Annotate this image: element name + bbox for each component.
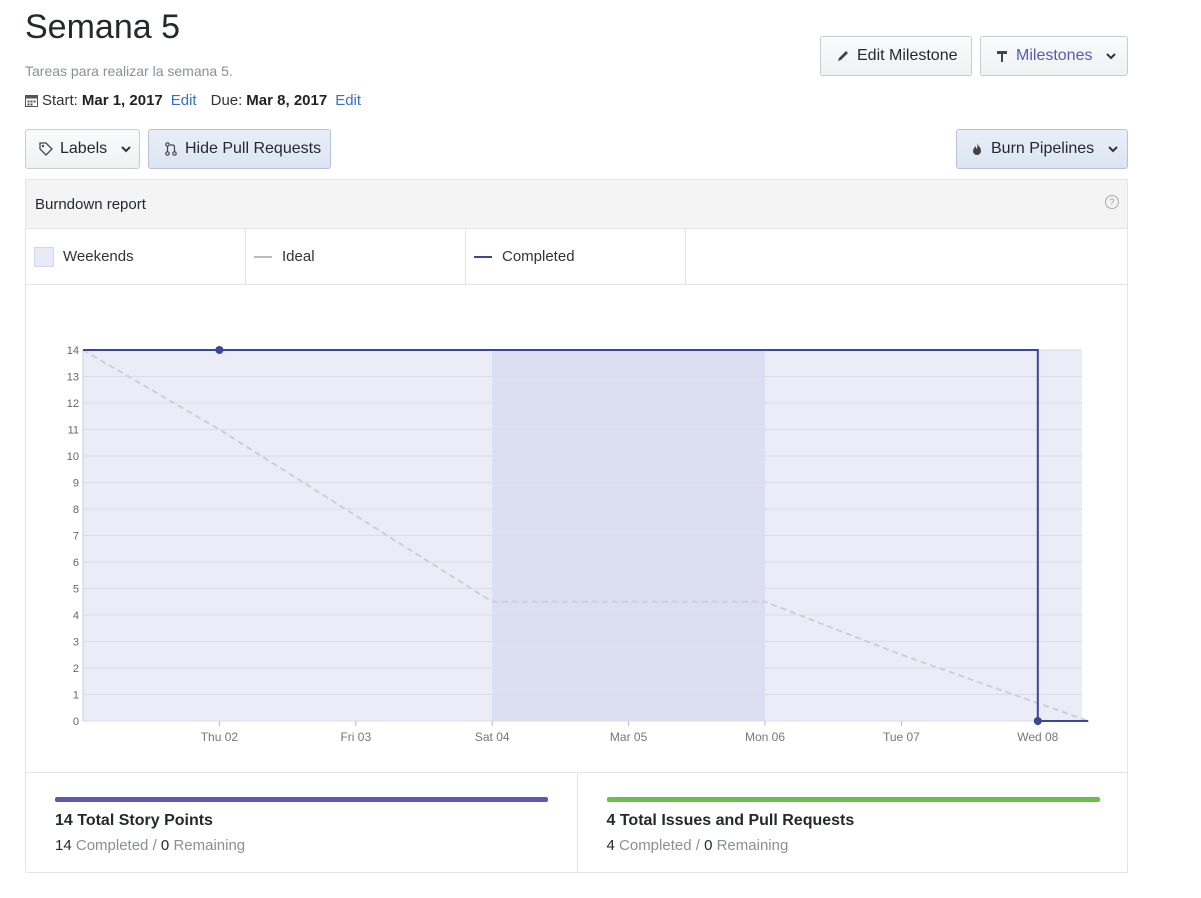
story-points-remaining: 0 — [160, 837, 170, 854]
start-label: Start: — [42, 92, 78, 109]
x-tick-label: Tue 07 — [883, 730, 920, 744]
issues-summary: 4 Completed / 0 Remaining — [607, 837, 789, 854]
calendar-icon — [25, 95, 38, 107]
milestones-dropdown[interactable]: Milestones — [980, 36, 1128, 76]
legend-weekends[interactable]: Weekends — [26, 229, 246, 284]
hide-pull-requests-label: Hide Pull Requests — [185, 140, 322, 157]
x-tick-label: Wed 08 — [1017, 730, 1058, 744]
pencil-icon — [838, 51, 848, 61]
y-tick-label: 11 — [68, 425, 79, 437]
y-tick-label: 8 — [73, 504, 79, 516]
y-tick-label: 14 — [67, 345, 79, 357]
y-tick-label: 4 — [73, 610, 79, 622]
chevron-down-icon — [121, 146, 131, 153]
issues-progress-bar — [606, 797, 1100, 802]
edit-milestone-label: Edit Milestone — [857, 47, 958, 64]
remaining-label: Remaining — [716, 837, 789, 854]
chart-legend: Weekends Ideal Completed — [26, 229, 1127, 285]
edit-milestone-button[interactable]: Edit Milestone — [820, 36, 972, 76]
y-tick-label: 13 — [67, 372, 79, 384]
x-tick-label: Fri 03 — [340, 730, 371, 744]
y-tick-label: 7 — [73, 531, 79, 543]
milestone-icon — [997, 51, 1007, 62]
y-tick-label: 0 — [73, 716, 79, 728]
report-title: Burndown report — [35, 196, 146, 213]
start-date: Mar 1, 2017 — [81, 92, 163, 109]
page-title: Semana 5 — [25, 8, 180, 46]
pull-request-icon — [165, 142, 177, 156]
y-tick-label: 3 — [73, 637, 79, 649]
burn-pipelines-dropdown[interactable]: Burn Pipelines — [956, 129, 1128, 169]
legend-completed-label: Completed — [502, 248, 575, 265]
tag-icon — [39, 142, 53, 156]
chevron-down-icon — [1106, 53, 1117, 60]
weekend-swatch — [34, 246, 54, 267]
story-points-title: 14 Total Story Points — [55, 812, 213, 829]
x-tick-label: Thu 02 — [201, 730, 239, 744]
story-points-completed: 14 — [55, 837, 72, 854]
labels-dropdown[interactable]: Labels — [25, 129, 140, 169]
issues-completed: 4 — [606, 837, 615, 854]
hide-pull-requests-button[interactable]: Hide Pull Requests — [148, 129, 331, 169]
completed-label: Completed — [619, 837, 692, 854]
completed-label: Completed — [75, 837, 149, 854]
remaining-label: Remaining — [173, 837, 246, 854]
separator: / — [152, 837, 157, 854]
separator: / — [695, 837, 700, 854]
legend-ideal-label: Ideal — [282, 248, 315, 265]
issues-stat: 4 Total Issues and Pull Requests 4 Compl… — [576, 773, 1128, 873]
ideal-line-swatch — [254, 255, 272, 258]
due-label: Due: — [210, 92, 243, 109]
stats-row: 14 Total Story Points 14 Completed / 0 R… — [26, 772, 1127, 873]
x-tick-label: Mon 06 — [745, 730, 785, 744]
story-points-stat: 14 Total Story Points 14 Completed / 0 R… — [26, 773, 577, 873]
y-tick-label: 2 — [73, 663, 79, 675]
x-tick-label: Sat 04 — [475, 730, 510, 744]
burn-pipelines-label: Burn Pipelines — [991, 140, 1095, 157]
completed-point — [215, 346, 224, 354]
edit-start-date-link[interactable]: Edit — [170, 92, 197, 109]
completed-series-line — [83, 349, 1089, 722]
fire-icon — [973, 143, 981, 155]
burndown-panel: Burndown report ? Weekends Ideal Complet… — [25, 179, 1128, 873]
story-points-summary: 14 Completed / 0 Remaining — [55, 837, 245, 854]
panel-header: Burndown report ? — [26, 180, 1127, 229]
y-tick-label: 9 — [73, 478, 79, 490]
ideal-series-line — [82, 349, 1089, 722]
legend-weekends-label: Weekends — [63, 248, 134, 265]
milestone-dates: Start: Mar 1, 2017 Edit Due: Mar 8, 2017… — [25, 92, 371, 109]
y-tick-label: 6 — [73, 557, 79, 569]
legend-ideal[interactable]: Ideal — [246, 229, 466, 284]
completed-point — [1033, 717, 1042, 725]
y-tick-label: 12 — [67, 398, 79, 410]
legend-completed[interactable]: Completed — [466, 229, 686, 284]
milestones-label: Milestones — [1016, 47, 1093, 64]
issues-title: 4 Total Issues and Pull Requests — [606, 812, 855, 829]
due-date: Mar 8, 2017 — [246, 92, 328, 109]
chevron-down-icon — [1108, 146, 1118, 153]
x-tick-label: Mar 05 — [610, 730, 648, 744]
milestone-description: Tareas para realizar la semana 5. — [25, 63, 233, 79]
edit-due-date-link[interactable]: Edit — [335, 92, 362, 109]
y-tick-label: 1 — [73, 690, 79, 702]
labels-label: Labels — [60, 140, 108, 157]
story-points-progress-bar — [55, 797, 548, 802]
y-tick-label: 5 — [73, 584, 79, 596]
completed-line-swatch — [474, 255, 492, 258]
issues-remaining: 0 — [704, 837, 713, 854]
help-icon[interactable]: ? — [1105, 195, 1119, 209]
y-tick-label: 10 — [67, 451, 79, 463]
